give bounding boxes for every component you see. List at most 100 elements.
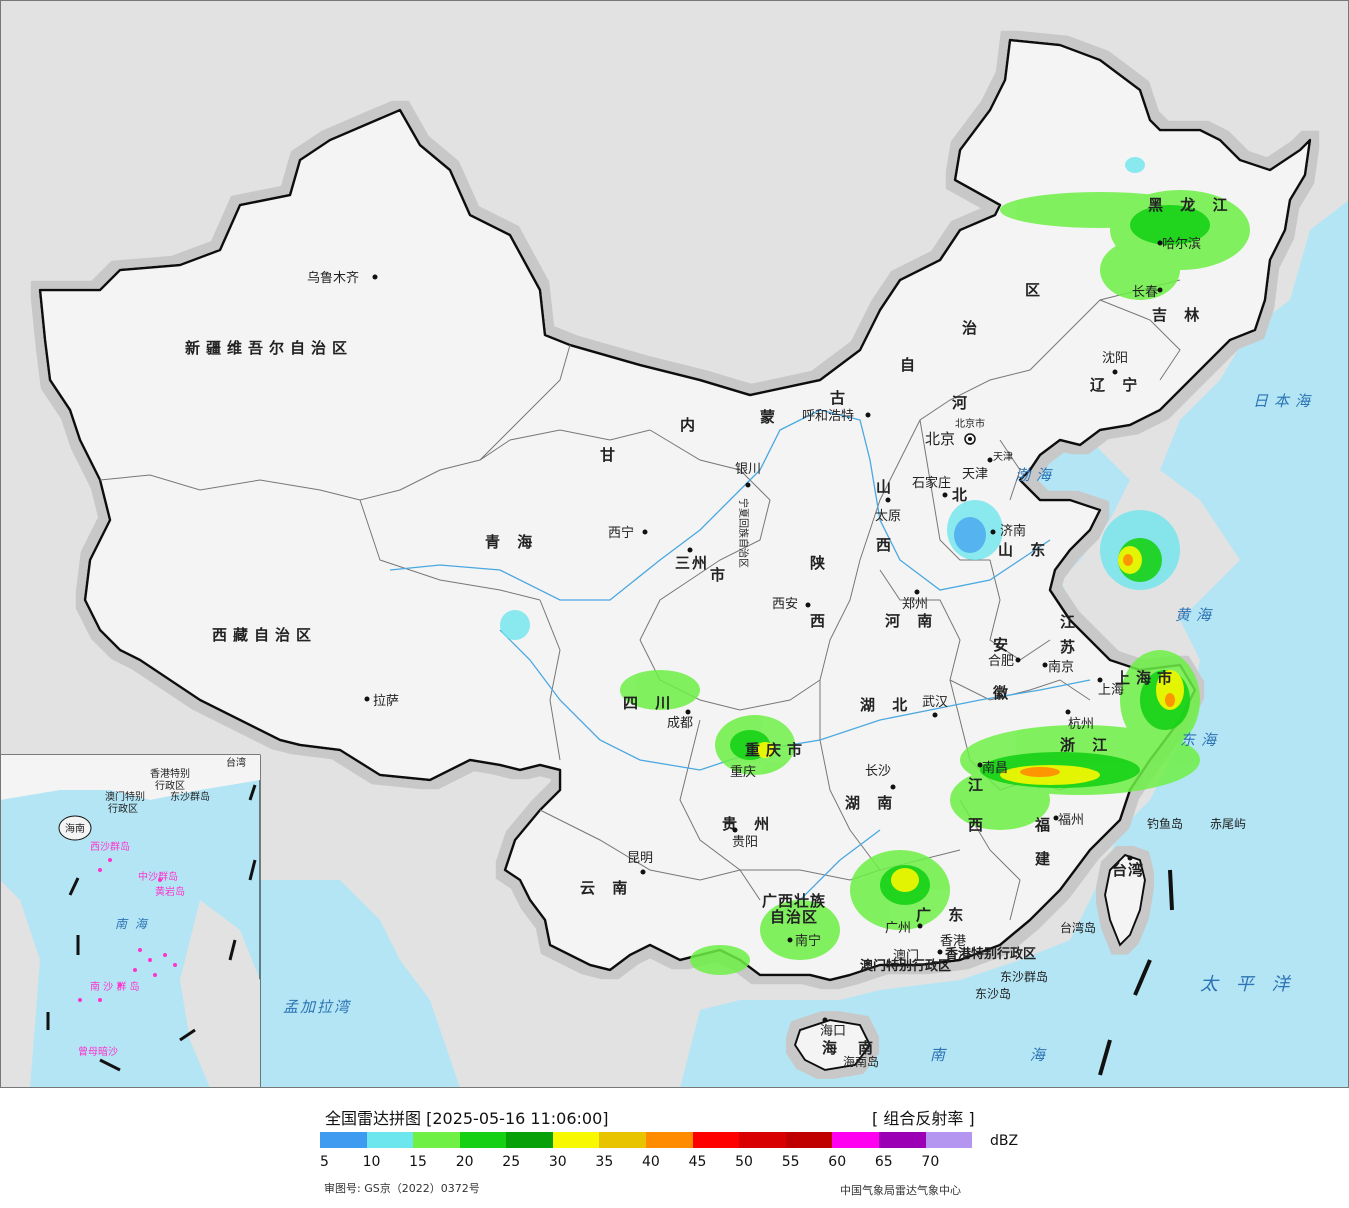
city-label-nanjing: 南京	[1048, 659, 1074, 675]
scale-segment	[599, 1132, 647, 1148]
region-label-guangdong: 广 东	[916, 906, 969, 924]
city-label-xian: 西安	[772, 597, 798, 612]
region-label-henan: 河 南	[885, 612, 938, 630]
scale-tick-label: 60	[828, 1154, 847, 1170]
region-label-fujian-1: 福	[1034, 816, 1056, 834]
city-label-chongqing: 重庆	[730, 764, 756, 780]
city-label-changsha: 长沙	[865, 764, 891, 779]
region-label-nmg-3: 古	[830, 389, 851, 407]
region-label-xinjiang: 新疆维吾尔自治区	[185, 339, 353, 357]
region-label-hunan: 湖 南	[845, 794, 898, 812]
region-label-shanghai: 上海市	[1115, 669, 1178, 687]
scale-tick-label: 70	[921, 1154, 940, 1170]
region-label-tianjin: 天津	[993, 451, 1013, 463]
region-label-taiwan: 台湾	[1112, 861, 1144, 879]
city-label-shenyang: 沈阳	[1102, 351, 1128, 366]
city-label-macau: 澳门	[893, 948, 919, 964]
region-label-hebei-2: 北	[952, 486, 973, 504]
region-label-anhui-2: 徽	[992, 684, 1014, 702]
city-label-nanchang: 南昌	[982, 760, 1008, 776]
region-label-xizang: 西藏自治区	[212, 626, 317, 644]
bay-of-bengal-water	[260, 880, 460, 1088]
city-label-yinchuan: 银川	[735, 462, 761, 477]
island-label-hainan: 海南岛	[843, 1054, 879, 1069]
scale-tick-label: 35	[595, 1154, 614, 1170]
radar-echoes	[500, 157, 1250, 975]
radar-map: 新疆维吾尔自治区 西藏自治区 青 海 甘 内 蒙 古 自 治 区 黑 龙 江 吉…	[0, 0, 1349, 1088]
product-name: [ 组合反射率 ]	[872, 1109, 975, 1128]
ocean	[680, 200, 1349, 1088]
sea-label-east-china: 东海	[1180, 731, 1222, 749]
color-scale-bar	[320, 1132, 973, 1148]
island-label-taiwan: 台湾岛	[1060, 920, 1096, 935]
scale-segment	[506, 1132, 553, 1148]
region-label-guangxi-2: 自治区	[770, 908, 818, 926]
city-label-shijiazhuang: 石家庄	[912, 475, 951, 491]
city-dots	[364, 240, 1163, 1023]
inset-label-macao: 澳门特别	[105, 790, 145, 803]
inset-label-taiwan: 台湾	[226, 756, 246, 769]
city-label-kunming: 昆明	[627, 851, 653, 866]
scale-segment	[552, 1132, 600, 1148]
region-label-fujian-2: 建	[1035, 850, 1056, 868]
city-label-xining: 西宁	[608, 525, 634, 541]
scale-segment	[320, 1132, 367, 1148]
radar-title: 全国雷达拼图 [2025-05-16 11:06:00]	[325, 1109, 609, 1128]
legend-footer: 全国雷达拼图 [2025-05-16 11:06:00] [ 组合反射率 ] d…	[0, 1088, 1349, 1208]
region-label-jiangsu-2: 苏	[1060, 638, 1081, 656]
region-label-beijing: 北京市	[955, 417, 985, 430]
region-label-hainan-1: 海	[822, 1039, 843, 1057]
region-label-hubei: 湖 北	[860, 696, 913, 714]
city-label-shanghai: 上海	[1098, 683, 1124, 698]
region-label-jiangsu-1: 江	[1060, 613, 1081, 631]
island-label-chiwei: 赤尾屿	[1210, 817, 1246, 831]
region-label-guizhou: 贵 州	[722, 815, 775, 833]
scale-segment	[413, 1132, 460, 1148]
region-label-sichuan: 四 川	[623, 694, 676, 712]
scale-segment	[366, 1132, 414, 1148]
map-approval-number: 审图号: GS京（2022）0372号	[324, 1182, 480, 1195]
map-svg: 新疆维吾尔自治区 西藏自治区 青 海 甘 内 蒙 古 自 治 区 黑 龙 江 吉…	[0, 0, 1349, 1088]
sea-label-south-china: 南 海	[930, 1046, 1085, 1064]
city-label-taiyuan: 太原	[875, 509, 901, 524]
region-label-yunnan: 云 南	[580, 879, 633, 897]
region-label-anhui-1: 安	[993, 636, 1014, 654]
hainan-land	[793, 1018, 872, 1072]
city-label-hangzhou: 杭州	[1068, 717, 1094, 732]
island-label-dongsha: 东沙岛	[975, 986, 1011, 1001]
city-label-lhasa: 拉萨	[373, 694, 399, 709]
region-label-qinghai: 青 海	[485, 533, 538, 551]
region-label-chongqing: 重庆市	[745, 741, 808, 759]
region-label-nmg-2: 蒙	[760, 408, 781, 426]
scale-segment	[692, 1132, 740, 1148]
region-label-shaanxi-2: 西	[810, 612, 831, 630]
region-label-hk: 香港特别行政区	[944, 946, 1036, 962]
taiwan-land	[1103, 853, 1147, 947]
inset-label-hk2: 行政区	[155, 779, 185, 792]
city-label-zhengzhou: 郑州	[902, 597, 928, 612]
scale-tick-label: 30	[548, 1154, 567, 1170]
city-label-hongkong: 香港	[940, 934, 966, 949]
region-label-shanxi-1: 山	[876, 478, 897, 496]
scale-tick-label: 10	[362, 1154, 381, 1170]
scale-segment	[832, 1132, 879, 1148]
region-label-hainan-2: 南	[858, 1039, 879, 1057]
inset-label-hainan: 海南	[65, 822, 85, 835]
region-label-jilin: 吉 林	[1152, 306, 1205, 324]
south-china-sea-inset	[0, 754, 261, 1088]
region-label-nmg-5: 治	[962, 319, 983, 337]
inset-label-nansha: 南 沙 群 岛	[90, 980, 140, 993]
sea-label-japan: 日本海	[1253, 392, 1316, 410]
scale-tick-label: 45	[688, 1154, 707, 1170]
island-labels: 钓鱼岛 赤尾屿 台湾岛 东沙群岛 东沙岛 海南岛	[843, 816, 1246, 1069]
city-label-tianjin: 天津	[962, 467, 988, 482]
region-labels: 新疆维吾尔自治区 西藏自治区 青 海 甘 内 蒙 古 自 治 区 黑 龙 江 吉…	[185, 196, 1227, 1057]
region-label-shaanxi-1: 陕	[810, 554, 831, 572]
scale-segment	[785, 1132, 833, 1148]
region-label-sanzhou: 三州	[675, 554, 709, 572]
scale-tick-label: 50	[735, 1154, 753, 1170]
city-label-haikou: 海口	[820, 1024, 846, 1039]
city-labels: 乌鲁木齐 拉萨 西宁 银川 呼和浩特 北京 天津 石家庄 太原 济南 郑州 西安…	[307, 236, 1201, 1039]
region-label-jiangxi-2: 西	[968, 816, 989, 834]
scale-segment	[646, 1132, 693, 1148]
